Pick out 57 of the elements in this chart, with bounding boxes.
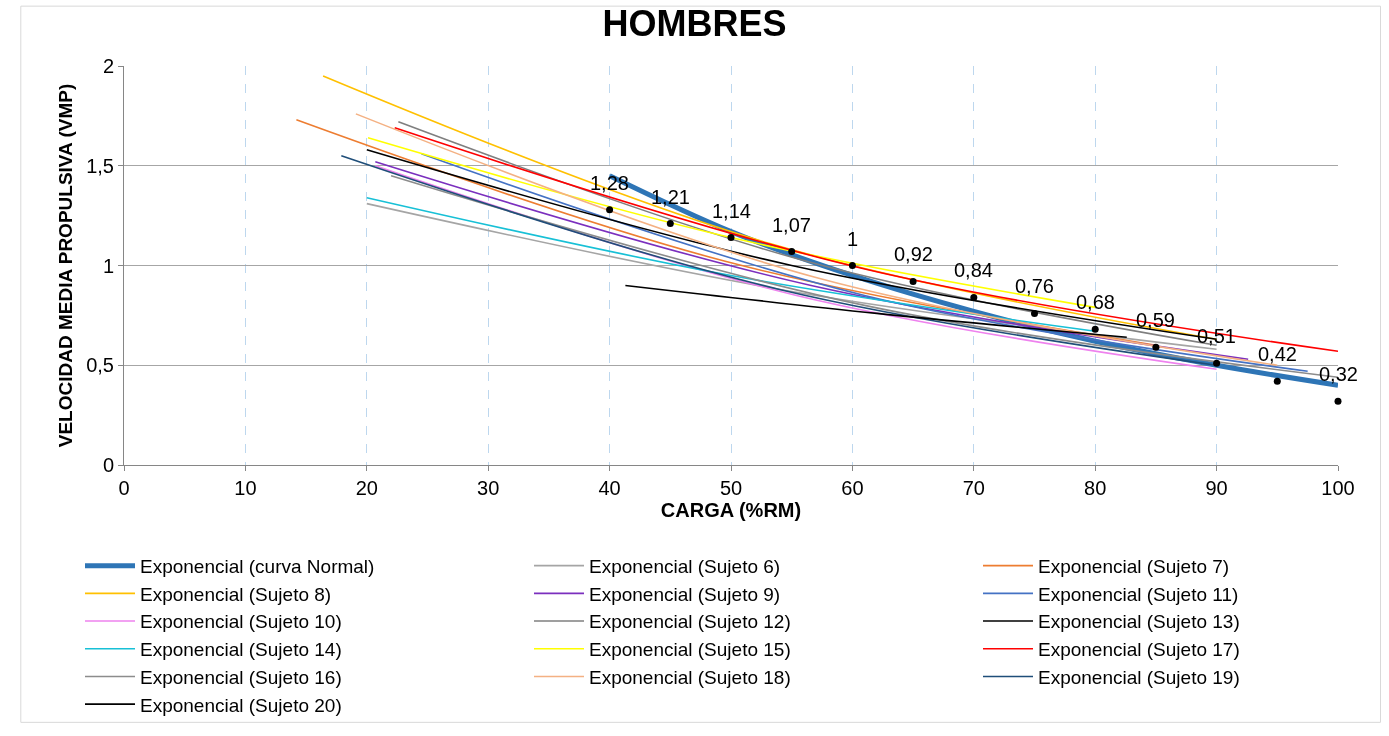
x-tick-label: 90 [1205,477,1228,499]
point [1091,325,1099,333]
x-tick-label: 50 [719,477,743,499]
legend-label: Exponencial (Sujeto 7) [1038,556,1230,578]
data-label: 1,07 [772,214,811,236]
data-label: 0,76 [1015,275,1054,297]
y-tick-label: 1,5 [86,154,114,177]
point [1273,377,1281,385]
point [727,234,735,242]
x-tick-label: 20 [355,477,378,499]
y-axis-title: VELOCIDAD MEDIA PROPULSIVA (VMP) [55,83,77,448]
point [970,293,978,301]
y-tick-label: 2 [102,55,114,77]
y-tick-label: 0 [102,454,114,476]
legend-label: Exponencial (Sujeto 8) [140,583,332,605]
point [1334,397,1342,405]
chart-title: HOMBRES [602,3,787,45]
data-label: 1 [847,228,859,250]
point [909,277,917,285]
data-label: 0,84 [954,259,993,281]
legend-label: Exponencial (Sujeto 20) [140,694,342,716]
data-label: 0,68 [1076,291,1115,313]
data-label: 1,14 [712,200,751,222]
point [1213,359,1221,367]
y-tick-label: 0,5 [86,354,114,377]
legend-label: Exponencial (Sujeto 11) [1038,583,1239,605]
data-label: 0,42 [1258,343,1297,365]
point [788,248,796,256]
x-tick-label: 80 [1084,477,1107,499]
legend-label: Exponencial (Sujeto 9) [589,583,781,605]
legend-label: Exponencial (Sujeto 10) [140,611,342,633]
legend-label: Exponencial (curva Normal) [140,556,375,578]
legend-label: Exponencial (Sujeto 14) [140,639,342,661]
data-label: 0,32 [1319,363,1358,385]
x-tick-label: 10 [234,477,257,499]
point [666,220,674,228]
data-label: 0,92 [894,243,933,265]
point [1152,343,1160,351]
point [848,262,856,269]
y-tick-label: 1 [102,254,114,277]
point [1031,309,1038,317]
x-tick-label: 60 [841,477,864,499]
x-tick-label: 70 [962,477,985,499]
legend-label: Exponencial (Sujeto 13) [1038,611,1240,633]
legend-label: Exponencial (Sujeto 16) [140,666,342,688]
point [606,206,614,214]
legend-label: Exponencial (Sujeto 12) [589,611,791,633]
x-tick-label: 100 [1321,477,1355,499]
legend-label: Exponencial (Sujeto 17) [1038,639,1240,661]
legend-label: Exponencial (Sujeto 6) [589,556,781,578]
x-axis-title: CARGA (%RM) [660,499,802,521]
x-tick-label: 0 [118,477,130,499]
x-tick-label: 30 [477,477,500,499]
x-tick-label: 40 [598,477,621,499]
legend-label: Exponencial (Sujeto 18) [589,666,791,688]
legend-label: Exponencial (Sujeto 19) [1038,666,1240,688]
legend-label: Exponencial (Sujeto 15) [589,639,791,661]
